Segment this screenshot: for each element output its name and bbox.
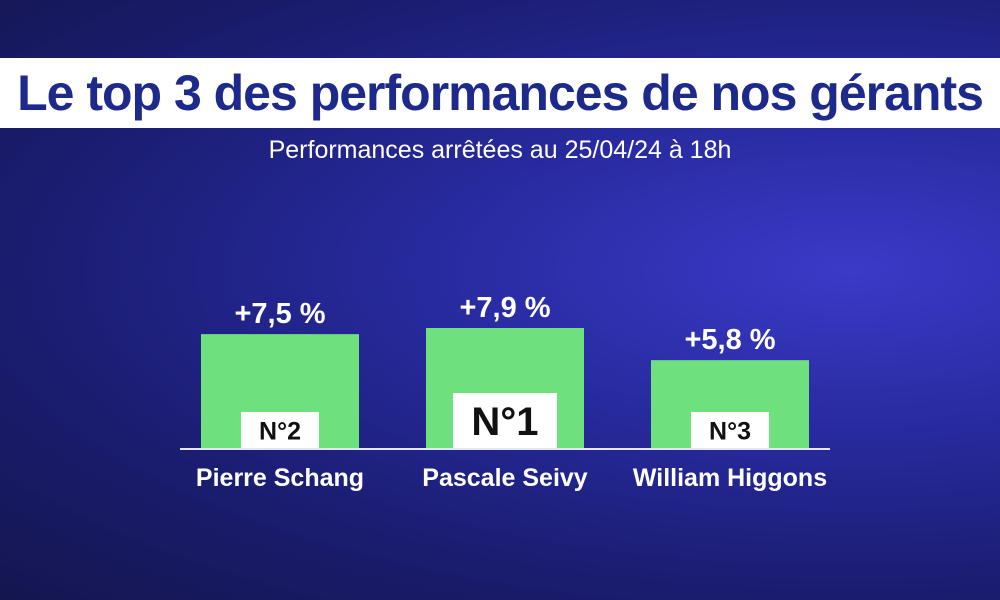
rank-badge [453, 393, 557, 449]
rank-badge [691, 412, 769, 449]
value-label: +5,8 % [684, 324, 775, 356]
rank-label: N°1 [471, 400, 538, 444]
chart-title: Le top 3 des performances de nos gérants [17, 65, 984, 121]
rank-label: N°3 [709, 418, 751, 446]
value-label: +7,9 % [459, 292, 550, 324]
value-label: +7,5 % [234, 298, 325, 330]
rank-label: N°2 [259, 418, 301, 446]
title-band [0, 58, 1000, 128]
rank-badge [241, 412, 319, 449]
category-label: Pierre Schang [196, 464, 364, 492]
category-label: Pascale Seivy [422, 464, 588, 492]
category-label: William Higgons [633, 464, 827, 492]
chart-subtitle: Performances arrêtées au 25/04/24 à 18h [268, 136, 732, 164]
